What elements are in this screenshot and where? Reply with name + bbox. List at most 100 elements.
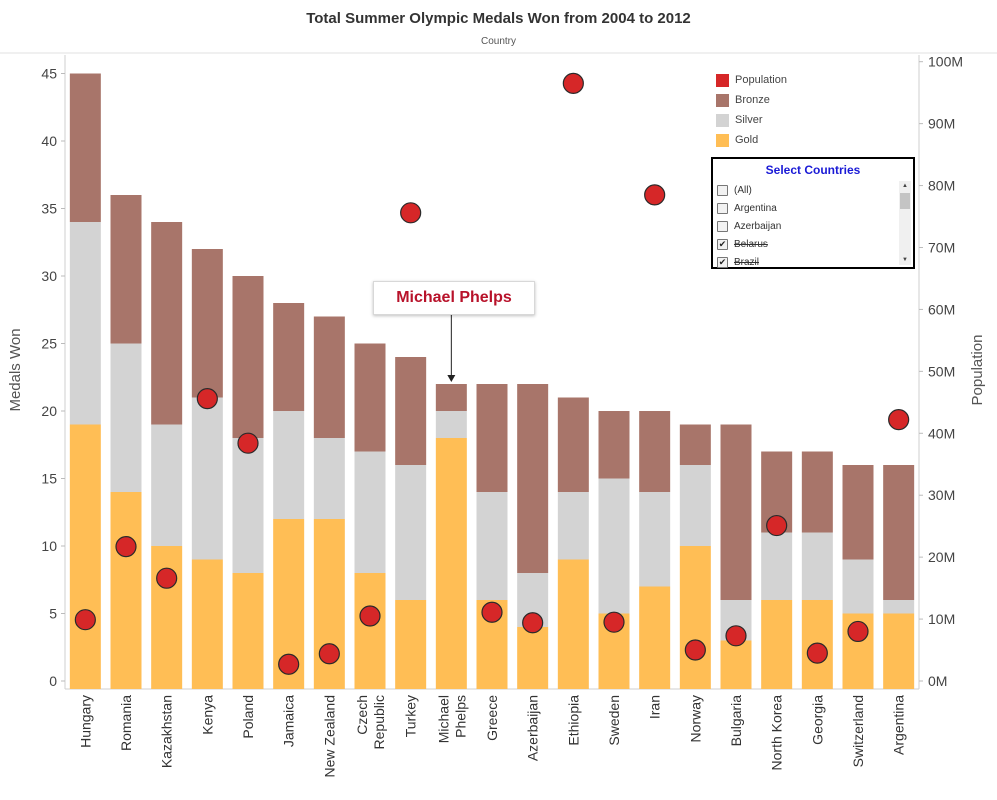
- x-tick-label: Georgia: [809, 695, 825, 745]
- y-tick-label: 30: [41, 268, 57, 284]
- bar-gold: [110, 492, 142, 689]
- bar-silver: [598, 478, 630, 614]
- y-tick-label: 0: [49, 673, 57, 689]
- y2-tick-label: 30M: [928, 487, 955, 503]
- x-tick-label: Bulgaria: [728, 695, 744, 747]
- population-point: [806, 642, 828, 664]
- y2-tick-label: 80M: [928, 178, 955, 194]
- legend: Population Bronze Silver Gold: [716, 70, 787, 150]
- bar-bronze: [517, 384, 549, 573]
- filter-item-argentina[interactable]: Argentina: [717, 199, 895, 217]
- bar-bronze: [191, 249, 223, 398]
- legend-label: Silver: [735, 114, 763, 126]
- legend-item-bronze[interactable]: Bronze: [716, 90, 787, 110]
- annotation-arrowhead: [447, 375, 456, 382]
- y-tick-label: 10: [41, 538, 57, 554]
- filter-scrollbar[interactable]: ▲ ▼: [899, 181, 911, 265]
- bar-gold: [639, 586, 671, 689]
- filter-item-belarus[interactable]: ✔ Belarus: [717, 235, 895, 253]
- x-tick-label: Poland: [240, 695, 256, 739]
- x-tick-label-line: Kenya: [199, 695, 215, 735]
- x-tick-label: Jamaica: [281, 695, 297, 747]
- bar-silver: [69, 222, 101, 425]
- bar-silver: [801, 532, 833, 600]
- bar-bronze: [110, 195, 142, 344]
- checkbox-unchecked-icon[interactable]: [717, 220, 728, 232]
- bar-silver: [151, 424, 183, 546]
- population-point: [237, 432, 259, 454]
- bar-bronze: [639, 411, 671, 492]
- legend-label: Population: [735, 74, 787, 86]
- population-point: [766, 514, 788, 537]
- bar-bronze: [232, 276, 264, 438]
- country-filter-panel: Select Countries (All) Argentina Azerbai…: [711, 157, 915, 269]
- bar-gold: [191, 559, 223, 689]
- population-point: [562, 72, 584, 94]
- x-tick-label: Kenya: [199, 695, 215, 735]
- y2-tick-label: 60M: [928, 301, 955, 317]
- bar-silver: [273, 411, 305, 519]
- legend-item-gold[interactable]: Gold: [716, 130, 787, 150]
- bar-gold: [720, 640, 752, 689]
- bar-silver: [476, 492, 508, 600]
- x-tick-label: Greece: [484, 695, 500, 741]
- bar-bronze: [151, 222, 183, 425]
- chart-title: Total Summer Olympic Medals Won from 200…: [306, 10, 691, 27]
- checkbox-unchecked-icon[interactable]: [717, 202, 728, 214]
- bar-bronze: [883, 465, 915, 600]
- checkbox-unchecked-icon[interactable]: [717, 184, 728, 196]
- x-tick-label-line: Czech: [354, 695, 370, 735]
- x-tick-label-line: Georgia: [809, 695, 825, 745]
- bar-silver: [232, 438, 264, 573]
- bar-bronze: [69, 73, 101, 222]
- x-tick-label: Switzerland: [850, 695, 866, 767]
- legend-item-population[interactable]: Population: [716, 70, 787, 90]
- bar-bronze: [801, 451, 833, 533]
- bar-gold: [354, 573, 386, 689]
- bar-silver: [354, 451, 386, 573]
- filter-item-label: Azerbaijan: [734, 220, 782, 232]
- filter-item-all[interactable]: (All): [717, 181, 895, 199]
- population-point: [74, 609, 96, 631]
- x-tick-label: Iran: [647, 695, 663, 719]
- bar-gold: [679, 546, 711, 689]
- x-tick-label-line: Switzerland: [850, 695, 866, 767]
- x-tick-label: Norway: [687, 695, 703, 742]
- filter-item-brazil[interactable]: ✔ Brazil: [717, 253, 895, 271]
- chart-subtitle: Country: [480, 36, 516, 47]
- y2-tick-label: 100M: [928, 54, 963, 70]
- filter-item-label: Belarus: [734, 238, 768, 250]
- checkbox-checked-icon[interactable]: ✔: [717, 238, 728, 250]
- legend-swatch-population: [716, 73, 729, 87]
- scroll-down-icon[interactable]: ▼: [902, 257, 908, 263]
- x-tick-label-line: Turkey: [403, 695, 419, 737]
- population-point: [156, 567, 178, 589]
- population-point: [888, 409, 910, 431]
- bar-silver: [191, 397, 223, 560]
- bar-bronze: [842, 465, 874, 560]
- x-tick-label-line: Kazakhstan: [159, 695, 175, 768]
- x-tick-label-line: Iran: [647, 695, 663, 719]
- x-tick-label-line: Phelps: [452, 695, 468, 738]
- x-tick-label-line: Poland: [240, 695, 256, 739]
- filter-list: (All) Argentina Azerbaijan ✔ Belarus ✔ B…: [717, 181, 895, 271]
- scroll-thumb[interactable]: [900, 193, 910, 209]
- bar-gold: [395, 600, 427, 689]
- bar-silver: [110, 343, 142, 492]
- checkbox-checked-icon[interactable]: ✔: [717, 256, 728, 268]
- legend-label: Gold: [735, 134, 759, 146]
- population-point: [115, 536, 137, 558]
- y2-tick-label: 10M: [928, 611, 955, 627]
- x-tick-label: Romania: [118, 695, 134, 751]
- filter-item-label: Argentina: [734, 202, 777, 214]
- y2-tick-label: 70M: [928, 239, 955, 255]
- bar-bronze: [476, 384, 508, 492]
- bar-silver: [842, 559, 874, 614]
- legend-item-silver[interactable]: Silver: [716, 110, 787, 130]
- scroll-up-icon[interactable]: ▲: [902, 183, 908, 189]
- bar-silver: [639, 492, 671, 587]
- x-tick-label-line: Jamaica: [281, 695, 297, 747]
- x-tick-label: Ethiopia: [565, 695, 581, 746]
- filter-item-azerbaijan[interactable]: Azerbaijan: [717, 217, 895, 235]
- x-tick-label-line: Sweden: [606, 695, 622, 746]
